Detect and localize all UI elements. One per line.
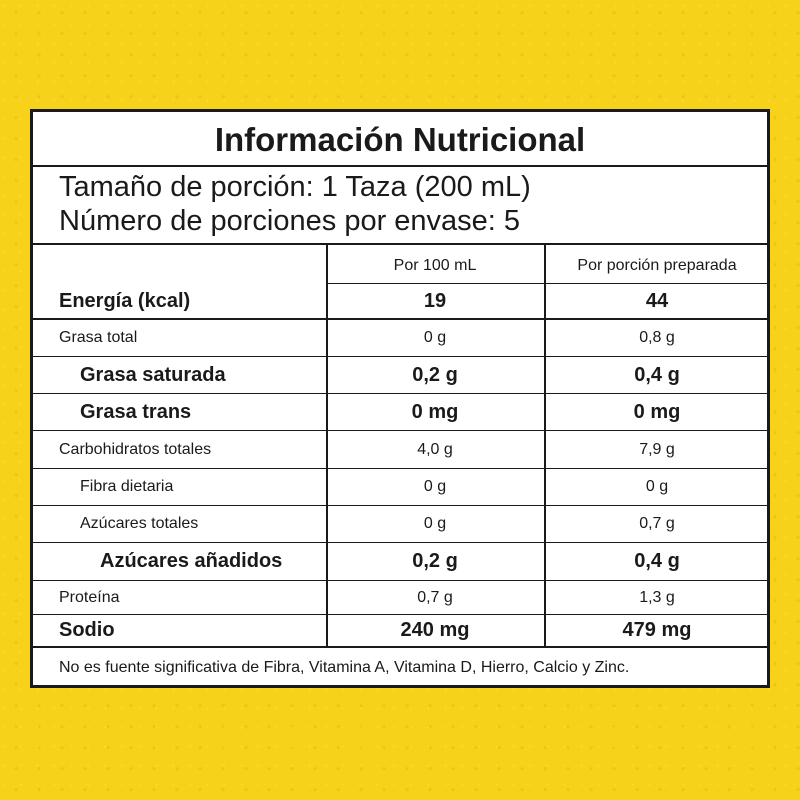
divider bbox=[33, 468, 767, 469]
value-dietary-fiber-100ml: 0 g bbox=[423, 478, 447, 495]
row-label-total-sugars: Azúcares totales bbox=[80, 515, 199, 532]
row-label-trans-fat: Grasa trans bbox=[80, 400, 192, 423]
divider bbox=[33, 430, 767, 431]
serving-size: Tamaño de porción: 1 Taza (200 mL) bbox=[59, 171, 531, 203]
value-total-carbs-serving: 7,9 g bbox=[639, 440, 675, 458]
column-separator bbox=[326, 245, 328, 646]
row-label-total-fat: Grasa total bbox=[59, 329, 138, 346]
value-dietary-fiber-serving: 0 g bbox=[645, 478, 669, 495]
column-separator bbox=[544, 245, 546, 646]
value-total-sugars-serving: 0,7 g bbox=[639, 515, 675, 532]
row-label-saturated-fat: Grasa saturada bbox=[80, 363, 226, 386]
value-energy-100ml: 19 bbox=[423, 289, 447, 312]
divider bbox=[33, 393, 767, 394]
row-label-total-carbs: Carbohidratos totales bbox=[59, 440, 212, 458]
value-saturated-fat-serving: 0,4 g bbox=[634, 363, 680, 386]
value-trans-fat-100ml: 0 mg bbox=[411, 400, 459, 423]
value-saturated-fat-100ml: 0,2 g bbox=[412, 363, 458, 386]
row-label-added-sugars: Azúcares añadidos bbox=[100, 550, 283, 572]
value-protein-100ml: 0,7 g bbox=[417, 588, 453, 606]
divider bbox=[326, 283, 767, 284]
value-sodium-100ml: 240 mg bbox=[400, 619, 470, 641]
divider bbox=[33, 318, 767, 320]
value-protein-serving: 1,3 g bbox=[639, 588, 675, 606]
value-energy-serving: 44 bbox=[645, 289, 669, 312]
value-sodium-serving: 479 mg bbox=[622, 619, 692, 641]
column-header-per-100ml: Por 100 mL bbox=[393, 257, 477, 274]
divider bbox=[33, 646, 767, 648]
value-total-sugars-100ml: 0 g bbox=[423, 515, 447, 532]
nutrition-facts-panel: Información Nutricional Tamaño de porció… bbox=[30, 109, 770, 688]
label-title: Información Nutricional bbox=[214, 121, 586, 158]
divider bbox=[33, 580, 767, 581]
column-header-per-serving: Por porción preparada bbox=[577, 257, 737, 274]
row-label-energy: Energía (kcal) bbox=[59, 289, 191, 312]
value-total-fat-serving: 0,8 g bbox=[639, 329, 675, 346]
divider bbox=[33, 614, 767, 615]
row-label-protein: Proteína bbox=[59, 588, 120, 606]
divider bbox=[33, 165, 767, 167]
servings-per-container: Número de porciones por envase: 5 bbox=[59, 205, 521, 237]
row-label-dietary-fiber: Fibra dietaria bbox=[80, 478, 174, 495]
value-total-fat-100ml: 0 g bbox=[423, 329, 447, 346]
value-added-sugars-serving: 0,4 g bbox=[634, 550, 680, 572]
value-total-carbs-100ml: 4,0 g bbox=[417, 440, 453, 458]
divider bbox=[33, 243, 767, 245]
value-trans-fat-serving: 0 mg bbox=[633, 400, 681, 423]
value-added-sugars-100ml: 0,2 g bbox=[412, 550, 458, 572]
divider bbox=[33, 505, 767, 506]
divider bbox=[33, 542, 767, 543]
footnote: No es fuente significativa de Fibra, Vit… bbox=[59, 659, 630, 676]
divider bbox=[33, 356, 767, 357]
row-label-sodium: Sodio bbox=[59, 619, 115, 641]
